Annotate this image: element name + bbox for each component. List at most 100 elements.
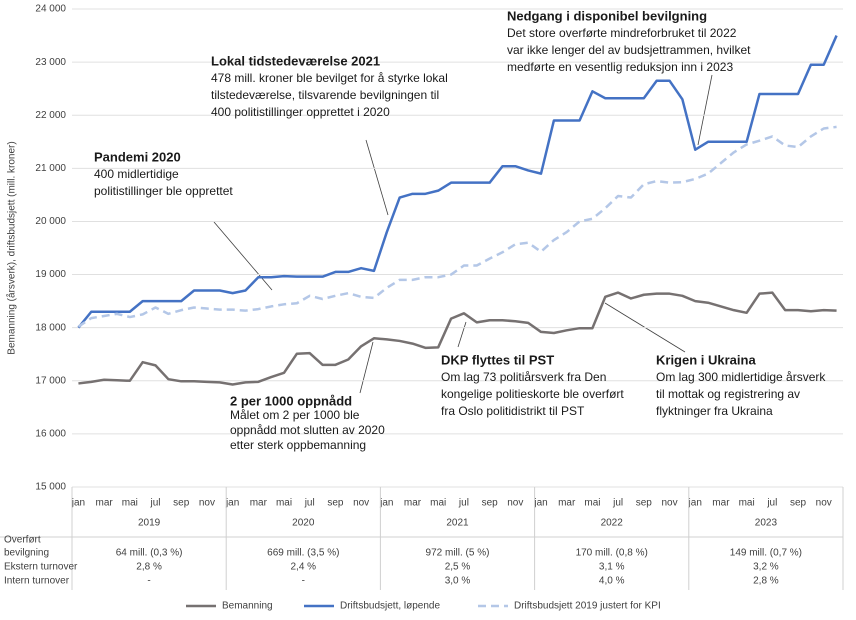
x-tick-label: mar <box>96 498 114 509</box>
x-tick-label: nov <box>816 498 832 509</box>
leader-line <box>359 341 374 394</box>
leader-line <box>213 221 273 291</box>
y-tick-label: 21 000 <box>35 163 66 174</box>
x-tick-label: sep <box>790 498 807 509</box>
annotation-text: tilstedeværelse, tilsvarende bevilgninge… <box>211 88 439 102</box>
series-line <box>77 35 838 329</box>
annotation-text: medførte en vesentlig reduksjon inn i 20… <box>507 60 733 74</box>
annotation-text: 400 midlertidige <box>94 167 179 181</box>
x-tick-label: mar <box>404 498 422 509</box>
series-line <box>78 291 837 386</box>
x-tick-label: nov <box>353 498 369 509</box>
table-cell: 972 mill. (5 %) <box>426 548 490 559</box>
table-row-label: bevilgning <box>4 548 49 559</box>
annotation-text: Om lag 73 politiårsverk fra Den <box>441 370 606 384</box>
x-tick-label: jan <box>379 498 393 509</box>
x-tick-label: jul <box>458 498 469 509</box>
y-tick-label: 23 000 <box>35 57 66 68</box>
table-cell: 4,0 % <box>599 576 625 587</box>
annotation-text: etter sterk oppbemanning <box>230 438 366 452</box>
x-tick-label: nov <box>661 498 677 509</box>
annotation-text: Om lag 300 midlertidige årsverk <box>656 370 826 384</box>
table-cell: 3,1 % <box>599 562 625 573</box>
table-cell: 3,0 % <box>445 576 471 587</box>
x-tick-label: jan <box>225 498 239 509</box>
series-line <box>77 125 837 328</box>
table-row-label: Overført <box>4 535 41 546</box>
annotation-text: 400 politistillinger opprettet i 2020 <box>211 105 390 119</box>
x-tick-label: sep <box>173 498 190 509</box>
annotation-text: var ikke lenger del av budsjettrammen, h… <box>507 43 751 57</box>
y-tick-label: 20 000 <box>35 216 66 227</box>
annotation-text: 478 mill. kroner ble bevilget for å styr… <box>211 71 448 85</box>
table-cell: 3,2 % <box>753 562 779 573</box>
x-tick-label: sep <box>327 498 344 509</box>
annotation-text: Målet om 2 per 1000 ble <box>230 408 360 422</box>
year-label: 2020 <box>292 518 315 529</box>
x-tick-label: mai <box>122 498 138 509</box>
y-axis-label: Bemanning (årsverk), driftsbudsjett (mil… <box>6 141 18 354</box>
annotation-text: fra Oslo politidistrikt til PST <box>441 404 585 418</box>
x-tick-label: mai <box>739 498 755 509</box>
table-cell: - <box>302 576 305 587</box>
annotation-text: kongelige politieskorte ble overført <box>441 387 624 401</box>
y-tick-label: 15 000 <box>35 482 66 493</box>
x-tick-label: mar <box>712 498 730 509</box>
y-tick-label: 18 000 <box>35 322 66 333</box>
annotation-title: Krigen i Ukraina <box>656 352 756 367</box>
table-cell: 2,8 % <box>753 576 779 587</box>
table-cell: 2,5 % <box>445 562 471 573</box>
x-tick-label: sep <box>482 498 499 509</box>
y-tick-label: 16 000 <box>35 429 66 440</box>
legend-label: Driftsbudsjett 2019 justert for KPI <box>514 601 661 612</box>
x-tick-label: jul <box>766 498 777 509</box>
year-label: 2019 <box>138 518 161 529</box>
annotation-title: Nedgang i disponibel bevilgning <box>507 8 707 23</box>
annotation-title: DKP flyttes til PST <box>441 352 554 367</box>
x-tick-label: mar <box>250 498 268 509</box>
y-tick-label: 19 000 <box>35 269 66 280</box>
table-row-label: Ekstern turnover <box>4 562 78 573</box>
table-row-label: Intern turnover <box>4 576 70 587</box>
y-tick-label: 22 000 <box>35 110 66 121</box>
year-label: 2022 <box>601 518 624 529</box>
annotation-text: til mottak og registrering av <box>656 387 800 401</box>
x-tick-label: mai <box>584 498 600 509</box>
x-tick-label: jul <box>304 498 315 509</box>
x-tick-label: jul <box>150 498 161 509</box>
table-cell: 2,8 % <box>136 562 162 573</box>
x-tick-label: mai <box>276 498 292 509</box>
leader-line <box>697 74 713 146</box>
x-tick-label: nov <box>199 498 215 509</box>
x-tick-label: mai <box>430 498 446 509</box>
table-cell: 64 mill. (0,3 %) <box>116 548 183 559</box>
x-tick-label: sep <box>636 498 653 509</box>
leader-line <box>365 139 389 216</box>
annotation-text: politistillinger ble opprettet <box>94 184 233 198</box>
leader-line <box>457 321 467 348</box>
leader-lines <box>213 74 713 394</box>
x-tick-label: mar <box>558 498 576 509</box>
y-tick-label: 24 000 <box>35 4 66 15</box>
annotation-text: oppnådd mot slutten av 2020 <box>230 423 385 437</box>
annotation-title: 2 per 1000 oppnådd <box>230 393 352 408</box>
table-cell: 149 mill. (0,7 %) <box>730 548 802 559</box>
table-cell: 170 mill. (0,8 %) <box>576 548 648 559</box>
table-cell: 669 mill. (3,5 %) <box>267 548 339 559</box>
y-tick-label: 17 000 <box>35 375 66 386</box>
table-cell: 2,4 % <box>291 562 317 573</box>
x-tick-label: jan <box>688 498 702 509</box>
year-label: 2021 <box>446 518 469 529</box>
annotation-text: flyktninger fra Ukraina <box>656 404 773 418</box>
legend-label: Bemanning <box>222 601 273 612</box>
x-tick-label: nov <box>507 498 523 509</box>
table-cell: - <box>147 576 150 587</box>
x-tick-label: jan <box>533 498 547 509</box>
annotation-text: Det store overførte mindreforbruket til … <box>507 26 737 40</box>
annotation-title: Pandemi 2020 <box>94 149 181 164</box>
x-tick-label: jan <box>71 498 85 509</box>
annotation-title: Lokal tidstedeværelse 2021 <box>211 53 380 68</box>
x-tick-label: jul <box>612 498 623 509</box>
legend-label: Driftsbudsjett, løpende <box>340 601 440 612</box>
